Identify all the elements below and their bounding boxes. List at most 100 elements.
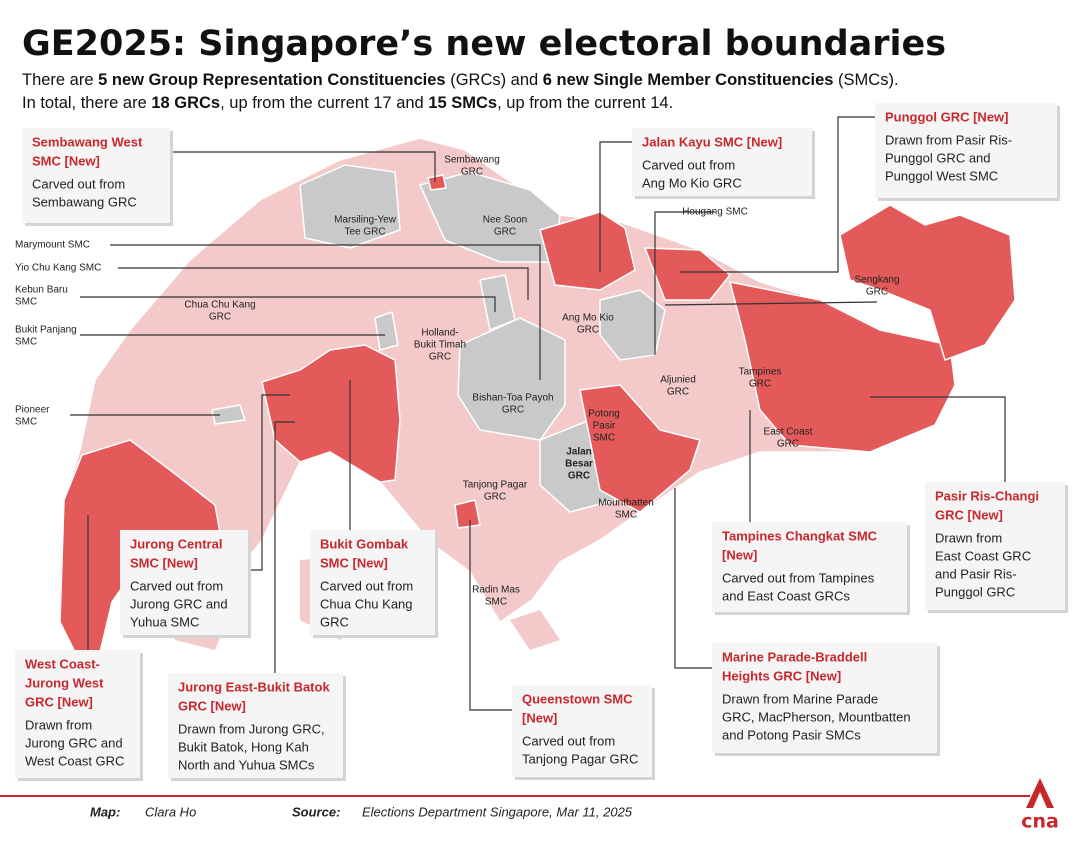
subtitle-segment: (SMCs). [833,71,898,89]
region-label: Mountbatten [598,498,654,509]
callout-body: Carved out from Tampines [722,570,875,585]
subtitle-segment: , up from the current 14. [497,94,673,112]
region-label: Bukit Timah [414,340,466,351]
red-marine-parade [579,384,701,513]
region-label: Holland- [421,328,458,339]
callout-body: GRC [320,614,349,629]
callout-title: Jalan Kayu SMC [New] [642,134,782,149]
region-label: Jalan [566,447,592,458]
side-label: Kebun Baru [15,285,68,296]
callout-title: [New] [522,710,557,725]
leader-line [664,301,878,306]
grey-bishan [457,317,566,441]
callout-title: GRC [New] [935,507,1003,522]
leader-line [674,488,712,669]
callout-box [925,482,1065,610]
callout-body: Jurong GRC and [130,596,228,611]
region-label: GRC [568,471,590,482]
footer-source-label: Source: [292,804,340,819]
subtitle-segment: 5 new Group Representation Constituencie… [98,71,445,89]
callout-body: Punggol GRC [935,584,1015,599]
callout-body: and Pasir Ris- [935,566,1017,581]
callout-body: Drawn from Pasir Ris- [885,132,1012,147]
callout-title: GRC [New] [25,694,93,709]
region-label: Hougang SMC [682,207,748,218]
leader-line [469,520,512,711]
region-label: Chua Chu Kang [184,300,255,311]
callout-box [632,128,812,196]
region-label: GRC [667,387,689,398]
subtitle-line: In total, there are 18 GRCs, up from the… [22,94,673,112]
callout-body: Punggol West SMC [885,168,998,183]
leader-line [680,116,875,273]
region-label: Ang Mo Kio [562,313,614,324]
callout-body: North and Yuhua SMCs [178,757,315,772]
region-label: GRC [777,439,799,450]
callout-box [310,530,435,635]
callout-body: Yuhua SMC [130,614,199,629]
callout-body: Drawn from [935,530,1002,545]
callout-title: Sembawang West [32,134,143,149]
region-label: Tee GRC [344,227,385,238]
callout-box [512,685,652,777]
callout-title: Jurong East-Bukit Batok [178,679,330,694]
region-label: Pasir [593,421,616,432]
callout-body: Bukit Batok, Hong Kah [178,739,309,754]
callout-title: Jurong Central [130,536,222,551]
callout-box [712,522,907,612]
callout-body: Carved out from [32,176,125,191]
callout-title: Jurong West [25,675,104,690]
callout-body: Punggol GRC and [885,150,991,165]
region-label: Potong [588,409,620,420]
red-jurong [261,344,401,483]
grey-north [299,164,401,249]
callout-body: Tanjong Pagar GRC [522,751,638,766]
leader-lines [70,116,1006,711]
side-label: Bukit Panjang [15,325,77,336]
subtitle-segment: There are [22,71,98,89]
callout-box [712,643,937,753]
callout-body: East Coast GRC [935,548,1031,563]
callout-body: Carved out from [320,578,413,593]
region-label: SMC [593,433,615,444]
leader-line [118,267,529,300]
callout-title: SMC [New] [130,555,198,570]
callout-title: GRC [New] [178,698,246,713]
region-label: Bishan-Toa Payoh [472,393,553,404]
region-label: GRC [749,379,771,390]
callout-title: [New] [722,547,757,562]
region-label: GRC [494,227,516,238]
footer-map-label: Map: [90,804,120,819]
grey-pioneer [211,404,246,425]
callout-title: Pasir Ris-Changi [935,488,1039,503]
callout-title: Queenstown SMC [522,691,633,706]
callout-body: Carved out from [522,733,615,748]
callout-box [120,530,248,635]
red-queenstown [454,499,481,529]
leader-line [110,244,541,380]
region-label: GRC [577,325,599,336]
callout-body: and Potong Pasir SMCs [722,727,861,742]
callout-title: SMC [New] [32,153,100,168]
red-punggol [643,247,732,301]
region-label: SMC [615,510,637,521]
subtitle-segment: In total, there are [22,94,151,112]
side-label: SMC [15,297,37,308]
red-east [728,281,956,453]
callout-box [168,673,343,778]
callout-box [22,128,170,223]
leader-line [599,141,632,272]
region-label: Tanjong Pagar [463,480,528,491]
subtitle-segment: 18 GRCs [151,94,220,112]
region-label: SMC [485,597,507,608]
subtitle-segment: 6 new Single Member Constituencies [543,71,834,89]
side-label: Pioneer [15,405,50,416]
region-label: Nee Soon [483,215,527,226]
leader-line [870,396,1006,482]
subtitle-segment: , up from the current 17 and [220,94,428,112]
logo: cna [1021,811,1059,833]
leader-line [274,421,295,673]
leader-line [168,151,436,182]
